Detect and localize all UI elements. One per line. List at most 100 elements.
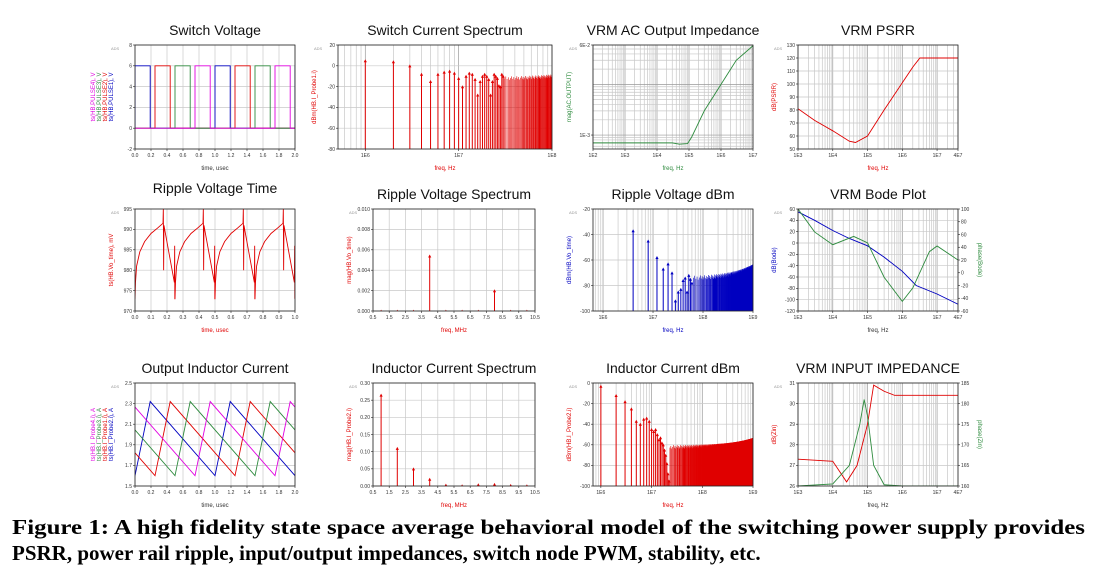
stem-marker xyxy=(444,483,448,486)
y-tick-label: -60 xyxy=(328,126,335,132)
series-group xyxy=(631,229,753,311)
ads-label: ADS xyxy=(349,210,358,215)
y-tick-label: 70 xyxy=(789,121,795,127)
plot-frame xyxy=(592,382,754,487)
ads-label: ADS xyxy=(569,210,578,215)
x-tick-label: 1E7 xyxy=(647,490,656,496)
x-tick-label: 1.8 xyxy=(276,490,283,496)
x-tick-label: 2.0 xyxy=(292,153,299,159)
chart-5: Ripple Voltage Time ADS 0.0 0.1 0.2 0.3 0.4 0.5… xyxy=(109,180,299,334)
x-tick-label: 1E3 xyxy=(794,490,803,496)
y2-tick-label: 175 xyxy=(961,422,970,428)
x-tick-label: 1E3 xyxy=(794,153,803,159)
x-tick-label: 0.8 xyxy=(260,315,267,321)
y-tick-label: -40 xyxy=(788,263,795,269)
x-tick-label: 1E8 xyxy=(698,490,707,496)
stem-marker xyxy=(661,443,665,447)
y2-tick-label: 40 xyxy=(961,245,967,251)
y-axis-label: ts(HB.PULSE4), V xyxy=(91,72,97,121)
stem-marker xyxy=(490,80,495,83)
x-tick-label: 1E3 xyxy=(621,153,630,159)
y2-tick-label: -20 xyxy=(961,283,968,289)
y-tick-label: 0.000 xyxy=(357,309,370,315)
stem-marker xyxy=(495,76,499,80)
x-tick-label: 1E7 xyxy=(749,153,758,159)
x-tick-label: 0.3 xyxy=(180,315,187,321)
x-axis-label: time, usec xyxy=(201,503,228,509)
stem-marker xyxy=(652,430,656,434)
stem-marker xyxy=(662,448,667,452)
y-tick-label: 100 xyxy=(787,82,796,88)
x-tick-label: 1.2 xyxy=(228,153,235,159)
x-tick-label: 0.4 xyxy=(164,490,171,496)
y-tick-label: -100 xyxy=(580,484,590,490)
series-line-2 xyxy=(798,399,958,486)
series-line-4 xyxy=(135,400,295,477)
stem-marker xyxy=(649,427,654,431)
series-group xyxy=(379,393,528,486)
y-tick-label: 975 xyxy=(124,288,133,294)
stem-marker xyxy=(467,71,471,75)
stem-marker xyxy=(670,271,674,275)
ads-label: ADS xyxy=(111,210,120,215)
x-axis-label: freq, Hz xyxy=(662,328,683,334)
series-line-2 xyxy=(135,65,295,129)
y-tick-label: 970 xyxy=(124,309,133,315)
x-axis-label: freq, Hz xyxy=(867,503,888,509)
y2-tick-label: 80 xyxy=(961,220,967,226)
stem-marker xyxy=(428,477,432,481)
y-tick-label: 0.006 xyxy=(357,248,370,254)
chart-title: Ripple Voltage Spectrum xyxy=(377,186,531,202)
x-tick-label: 0.0 xyxy=(132,490,139,496)
series-line-1 xyxy=(798,57,958,143)
x-tick-label: 0.8 xyxy=(196,153,203,159)
x-axis-label: freq, Hz xyxy=(867,328,888,334)
chart-4: VRM PSRR ADS 1E3 1E4 1E5 1E6 1E7 4E7 50 60 70 80 90 1… xyxy=(772,22,963,172)
series-group xyxy=(380,254,528,311)
stem-marker xyxy=(661,267,665,271)
stem-marker xyxy=(658,436,663,440)
series-group xyxy=(363,59,552,149)
x-tick-label: 1E3 xyxy=(794,315,803,321)
y-tick-label: 27 xyxy=(789,463,795,469)
x-tick-label: 4E7 xyxy=(954,315,963,321)
series-line-3 xyxy=(135,400,295,477)
x-tick-label: 10.5 xyxy=(530,315,540,321)
stem-marker xyxy=(473,77,477,81)
chart-title: Inductor Current dBm xyxy=(606,360,740,376)
x-tick-label: 0.5 xyxy=(212,315,219,321)
x-tick-label: 0.0 xyxy=(132,315,139,321)
grid xyxy=(797,44,959,150)
ads-label: ADS xyxy=(111,384,120,389)
y-tick-label: 0.05 xyxy=(360,467,370,473)
y-tick-label: 29 xyxy=(789,422,795,428)
stem-marker xyxy=(489,93,493,97)
y-axis-label: dBm(HB.I_Probe1.i) xyxy=(312,70,318,124)
y-tick-label: 20 xyxy=(789,229,795,235)
x-tick-label: 0.6 xyxy=(228,315,235,321)
stem-marker xyxy=(655,256,659,260)
y-tick-label: 1E-3 xyxy=(579,133,590,139)
y-tick-label: 30 xyxy=(789,401,795,407)
x-tick-label: 1E4 xyxy=(828,490,837,496)
chart-12: VRM INPUT IMPEDANCE ADS 1E3 1E4 1E5 1E6 1E7 4E7… xyxy=(772,360,982,509)
y-tick-label: -80 xyxy=(583,283,590,289)
x-tick-label: 3.5 xyxy=(418,490,425,496)
y-axis-label: dB(Zin) xyxy=(772,425,778,445)
y-tick-label: 0.008 xyxy=(357,227,370,233)
y-tick-label: 0 xyxy=(792,241,795,247)
y-tick-label: 1.9 xyxy=(125,443,132,449)
x-tick-label: 1E2 xyxy=(589,153,598,159)
y-tick-label: -100 xyxy=(580,309,590,315)
y-axis-label: dB(Bode) xyxy=(772,247,778,272)
x-tick-label: 1.0 xyxy=(292,315,299,321)
y-tick-label: -100 xyxy=(785,297,795,303)
series-group xyxy=(135,400,295,477)
x-tick-label: 1.8 xyxy=(276,153,283,159)
chart-7: Ripple Voltage dBm ADS 1E6 1E7 1E8 1E9 -100 -80… xyxy=(567,186,758,334)
stem-marker xyxy=(645,416,649,420)
y-tick-label: -80 xyxy=(788,286,795,292)
y-tick-label: 0 xyxy=(129,126,132,132)
y-axis-label: ts(HB.I_Probe1.i), A xyxy=(103,408,109,461)
